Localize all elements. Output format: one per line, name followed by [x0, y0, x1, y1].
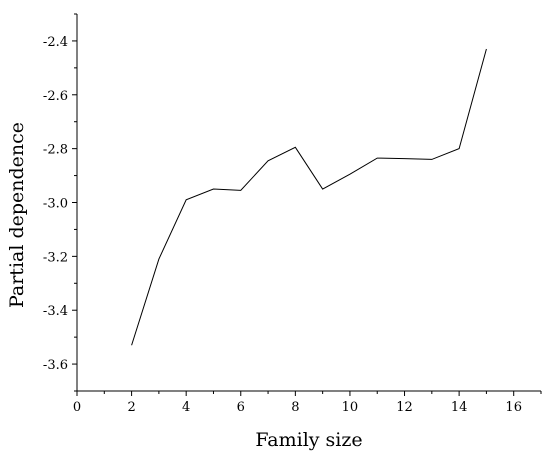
- x-tick-label: 16: [505, 400, 522, 415]
- x-tick-label: 4: [182, 400, 190, 415]
- y-tick-label: -2.4: [43, 35, 68, 50]
- y-tick-label: -3.0: [43, 197, 68, 212]
- y-tick-label: -2.8: [43, 143, 68, 158]
- y-tick-label: -2.6: [43, 89, 68, 104]
- series-line: [131, 48, 487, 346]
- x-tick-label: 8: [291, 400, 299, 415]
- x-axis-title: Family size: [255, 429, 362, 451]
- x-tick-label: 2: [127, 400, 135, 415]
- x-tick-label: 10: [342, 400, 359, 415]
- x-tick-label: 14: [451, 400, 468, 415]
- y-tick-label: -3.4: [43, 304, 68, 319]
- y-tick-label: -3.6: [43, 358, 68, 373]
- x-tick-label: 0: [73, 400, 81, 415]
- y-axis-title: Partial dependence: [6, 122, 28, 308]
- x-tick-label: 12: [396, 400, 413, 415]
- y-tick-label: -3.2: [43, 250, 68, 265]
- x-tick-label: 6: [237, 400, 245, 415]
- plot-area: 0 2 4 6 8 10 12 14 16 -3.6 -3.4 -3.2 -3.0 -2.8 -2.6 -2.…: [43, 13, 542, 415]
